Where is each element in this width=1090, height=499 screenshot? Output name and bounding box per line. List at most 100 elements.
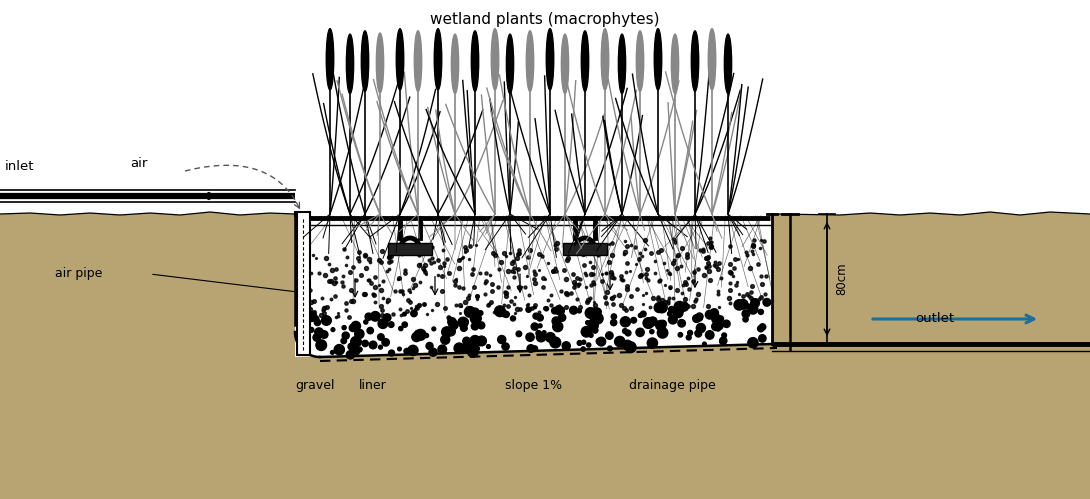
Point	[622, 242, 640, 250]
Circle shape	[747, 304, 751, 309]
Point	[431, 263, 448, 271]
Point	[597, 299, 615, 307]
Point	[646, 269, 664, 277]
Circle shape	[463, 337, 471, 345]
Circle shape	[698, 316, 702, 321]
Circle shape	[415, 329, 426, 340]
Point	[434, 287, 451, 295]
Point	[517, 283, 534, 291]
Circle shape	[738, 299, 748, 309]
Point	[559, 254, 577, 262]
Point	[728, 281, 746, 289]
Circle shape	[656, 320, 666, 330]
Circle shape	[705, 331, 714, 339]
Circle shape	[550, 337, 560, 348]
Circle shape	[760, 324, 766, 330]
Circle shape	[449, 320, 458, 329]
Point	[739, 290, 756, 298]
Point	[581, 239, 598, 247]
Point	[506, 299, 523, 307]
Point	[602, 294, 619, 302]
Circle shape	[536, 332, 546, 342]
Point	[412, 278, 429, 286]
Circle shape	[350, 345, 360, 355]
Point	[496, 301, 513, 309]
Circle shape	[525, 333, 534, 341]
Circle shape	[759, 309, 763, 314]
Point	[706, 258, 724, 266]
Circle shape	[723, 320, 730, 327]
Point	[594, 270, 611, 278]
Point	[613, 276, 630, 284]
Point	[366, 273, 384, 281]
Point	[686, 268, 703, 276]
Point	[428, 299, 446, 307]
Point	[450, 256, 468, 264]
Point	[361, 255, 378, 263]
Circle shape	[477, 322, 485, 329]
Point	[662, 283, 679, 291]
Point	[674, 280, 691, 288]
Circle shape	[347, 351, 354, 359]
Point	[486, 251, 504, 259]
Point	[511, 305, 529, 313]
Point	[701, 267, 718, 275]
Point	[700, 259, 717, 267]
Point	[317, 254, 335, 262]
Circle shape	[688, 330, 692, 335]
Point	[558, 289, 576, 297]
Point	[569, 279, 586, 287]
Point	[374, 311, 391, 319]
Point	[722, 243, 739, 250]
Point	[410, 249, 427, 256]
Point	[568, 295, 585, 303]
Circle shape	[657, 327, 668, 338]
Point	[655, 259, 673, 267]
Point	[538, 259, 556, 267]
Point	[401, 297, 419, 305]
Point	[694, 245, 712, 253]
Circle shape	[472, 345, 480, 352]
Circle shape	[697, 323, 705, 333]
Point	[749, 260, 766, 268]
Circle shape	[462, 343, 472, 353]
Point	[658, 266, 676, 274]
Point	[656, 297, 674, 305]
Point	[566, 283, 583, 291]
Point	[697, 254, 714, 262]
Point	[389, 275, 407, 283]
Circle shape	[748, 304, 758, 314]
Point	[562, 288, 580, 296]
Circle shape	[313, 334, 320, 341]
Point	[519, 301, 536, 309]
Point	[477, 268, 495, 276]
Point	[577, 271, 594, 279]
Point	[336, 245, 353, 252]
Circle shape	[402, 322, 408, 327]
Point	[525, 267, 543, 275]
Point	[574, 250, 592, 258]
Point	[729, 299, 747, 307]
Circle shape	[398, 347, 401, 351]
Point	[542, 301, 559, 309]
Point	[499, 266, 517, 274]
Circle shape	[555, 306, 562, 313]
Point	[329, 309, 347, 317]
Point	[402, 304, 420, 312]
Point	[621, 267, 639, 275]
Point	[365, 291, 383, 299]
Circle shape	[516, 331, 522, 337]
Point	[544, 267, 561, 275]
Point	[390, 246, 408, 253]
Text: inlet: inlet	[5, 161, 35, 174]
Text: wetland plants (macrophytes): wetland plants (macrophytes)	[431, 12, 659, 27]
Point	[653, 303, 670, 311]
Circle shape	[464, 306, 475, 317]
Circle shape	[525, 307, 531, 312]
Point	[566, 278, 583, 286]
Point	[435, 262, 452, 270]
Circle shape	[542, 331, 546, 334]
Point	[525, 275, 543, 283]
Circle shape	[412, 332, 421, 342]
Point	[618, 285, 635, 293]
